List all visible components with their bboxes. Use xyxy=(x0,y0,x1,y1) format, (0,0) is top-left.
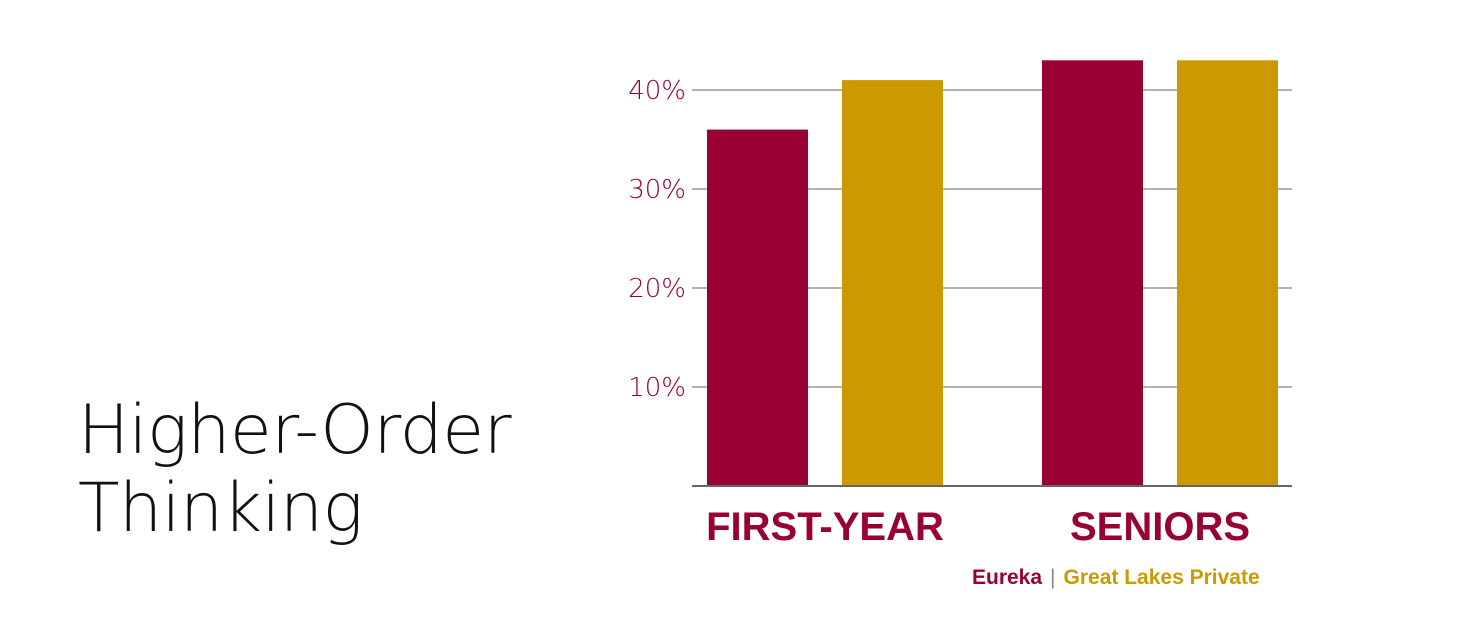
x-category-label: FIRST-YEAR xyxy=(706,505,944,549)
legend-great-lakes-private: Great Lakes Private xyxy=(1063,566,1260,589)
x-category-label: SENIORS xyxy=(1070,505,1250,549)
bar-eureka-seniors xyxy=(1042,60,1143,487)
bar-great-lakes-private-first-year xyxy=(842,80,943,486)
legend-eureka: Eureka xyxy=(972,566,1043,589)
y-tick-label: 10% xyxy=(628,373,686,403)
y-tick-label: 40% xyxy=(628,76,686,106)
chart-title-line-1: Higher-Order xyxy=(78,391,512,470)
y-tick-label: 20% xyxy=(628,274,686,304)
chart-title: Higher-Order Thinking xyxy=(78,391,512,548)
legend-separator: | xyxy=(1050,566,1056,589)
y-tick-label: 30% xyxy=(628,175,686,205)
bar-eureka-first-year xyxy=(707,129,808,486)
bar-great-lakes-private-seniors xyxy=(1177,60,1278,487)
chart-title-line-2: Thinking xyxy=(78,469,363,548)
legend: Eureka | Great Lakes Private xyxy=(972,566,1260,590)
